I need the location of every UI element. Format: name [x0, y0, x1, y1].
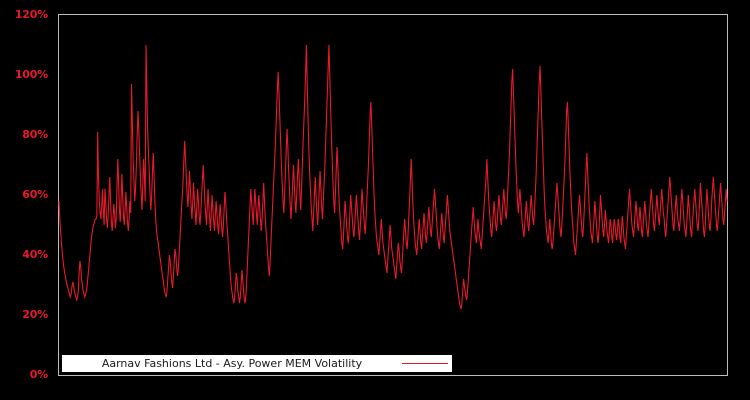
- ytick-label-120: 120%: [14, 8, 48, 21]
- ytick-label-60: 60%: [22, 188, 48, 201]
- ytick-label-0: 0%: [29, 368, 48, 381]
- legend: Aarnav Fashions Ltd - Asy. Power MEM Vol…: [62, 355, 452, 372]
- ytick-label-80: 80%: [22, 128, 48, 141]
- legend-label: Aarnav Fashions Ltd - Asy. Power MEM Vol…: [101, 357, 363, 370]
- plot-frame: [58, 14, 728, 376]
- series-line-group: [58, 44, 728, 310]
- ytick-label-20: 20%: [22, 308, 48, 321]
- ytick-label-40: 40%: [22, 248, 48, 261]
- volatility-series-line: [58, 44, 728, 310]
- legend-line-swatch: [402, 363, 448, 364]
- ytick-label-100: 100%: [14, 68, 48, 81]
